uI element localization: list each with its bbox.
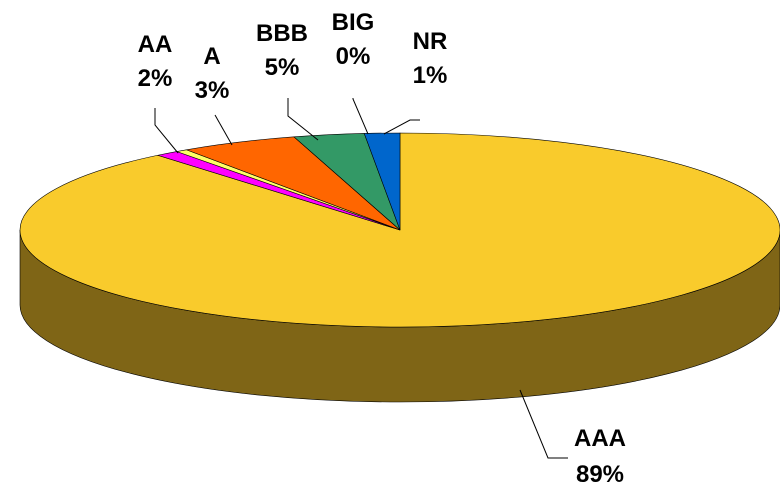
slice-pct-nr: 1%	[413, 62, 448, 89]
slice-label-aaa: AAA	[574, 425, 626, 452]
slice-label-bbb: BBB	[256, 20, 308, 47]
slice-pct-aaa: 89%	[576, 461, 624, 488]
leader-line-bbb	[287, 98, 319, 141]
slice-pct-a: 3%	[195, 77, 230, 104]
leader-line-big	[352, 98, 369, 135]
slice-label-a: A	[203, 43, 220, 70]
slice-label-aa: AA	[138, 31, 173, 58]
pie-slice-aa	[363, 132, 401, 231]
leader-line-aaa	[519, 389, 568, 459]
leader-line-a	[214, 114, 233, 146]
slice-labels: AAA 89% NR 1% BIG 0% BBB 5% A 3% AA 2%	[138, 9, 626, 488]
slice-pct-aa: 2%	[138, 65, 173, 92]
leader-lines	[154, 98, 568, 459]
slice-pct-big: 0%	[336, 43, 371, 70]
slice-label-big: BIG	[332, 9, 375, 36]
pie-slices	[19, 132, 780, 328]
leader-line-aa	[154, 108, 179, 154]
slice-label-nr: NR	[413, 28, 448, 55]
leader-line-nr	[383, 119, 420, 135]
slice-pct-bbb: 5%	[265, 54, 300, 81]
